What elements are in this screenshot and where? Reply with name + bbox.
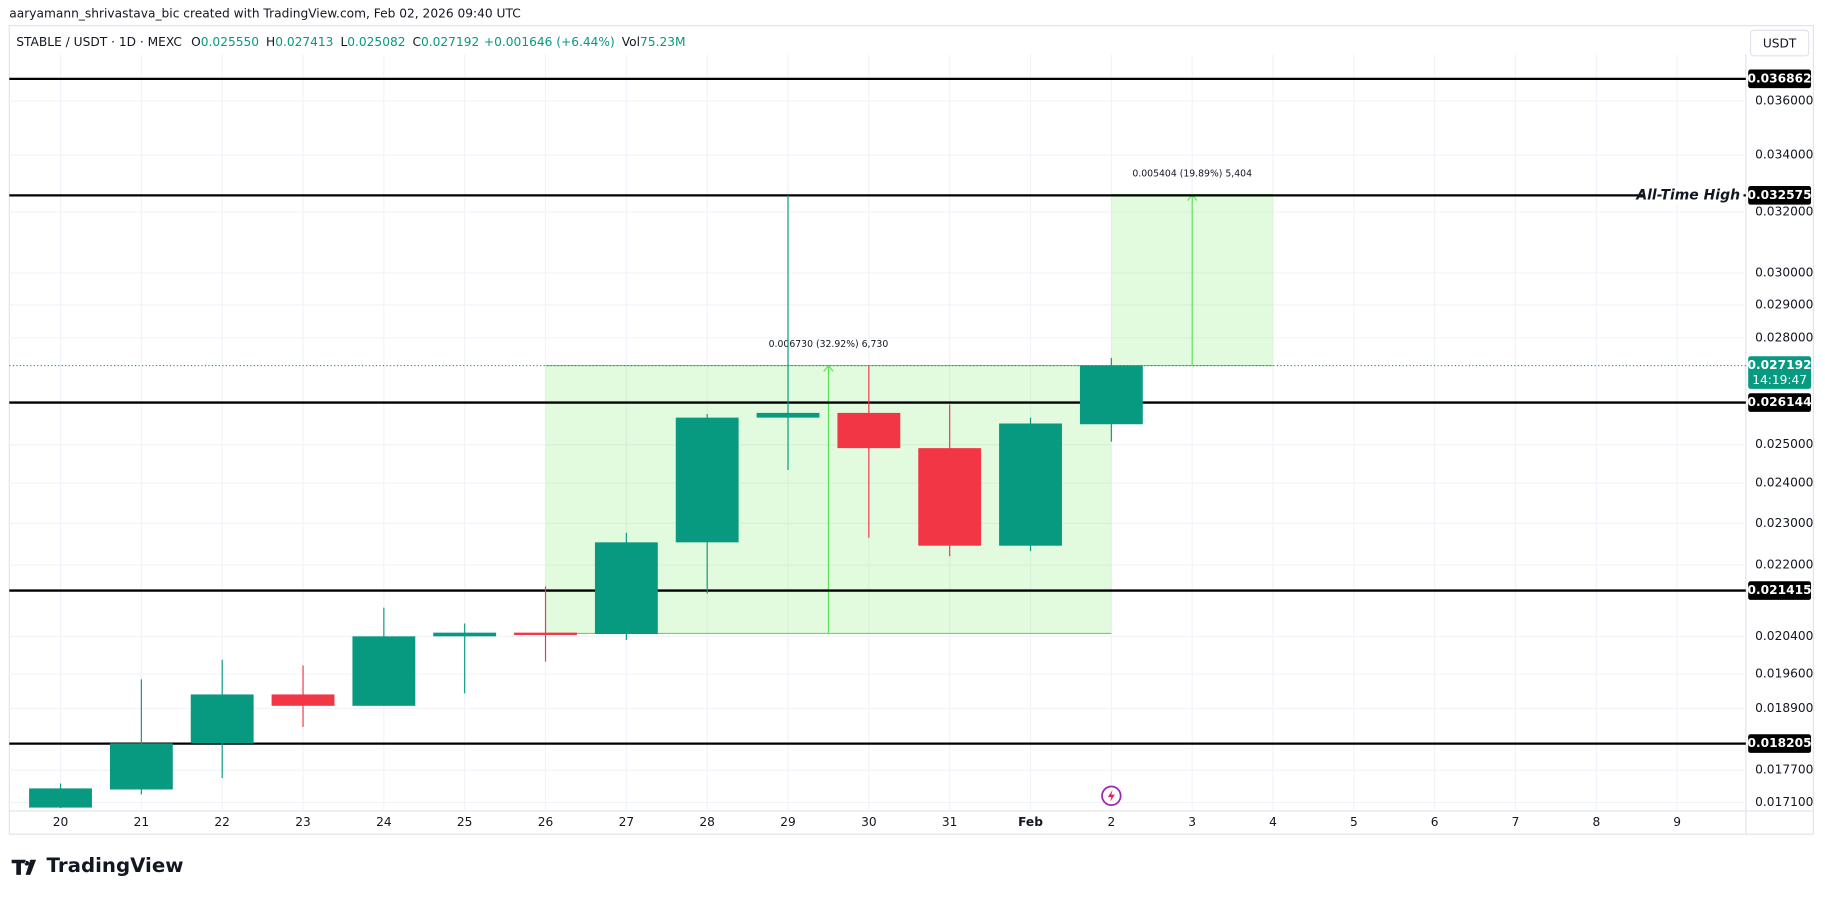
x-tick-label: 23: [295, 815, 311, 829]
currency-button[interactable]: [1749, 29, 1810, 57]
y-tick-label: 0.036000: [1755, 94, 1813, 108]
ohlc-value: 0.027413: [275, 34, 333, 48]
brand-name: TradingView: [47, 854, 184, 877]
ohlc-label: C: [412, 34, 421, 48]
x-tick-label: 31: [942, 815, 958, 829]
event-icon-bolt: [1107, 789, 1115, 802]
y-tick-label: 0.022000: [1755, 558, 1813, 572]
level-tag: [1748, 69, 1812, 89]
level-tag-label: 0.026144: [1748, 395, 1812, 409]
ohlc-value: 0.027192: [421, 34, 479, 48]
candle-body: [594, 542, 658, 635]
y-tick-label: 0.030000: [1755, 265, 1813, 279]
pane-border: [8, 25, 1814, 835]
level-note-bg: [1643, 186, 1744, 205]
level-note: All-Time High: [1635, 187, 1740, 203]
level-tag-label: 0.036862: [1748, 71, 1812, 85]
y-tick-label: 0.019600: [1755, 667, 1813, 681]
volume-label: Vol: [622, 34, 640, 48]
candle-body: [352, 636, 416, 706]
range-label: 0.006730 (32.92%) 6,730: [769, 339, 889, 350]
current-price-tag: [1748, 356, 1812, 389]
x-tick-label: 24: [376, 815, 392, 829]
level-tag-label: 0.032575: [1748, 188, 1812, 202]
x-tick-label: 4: [1269, 815, 1277, 829]
symbol-legend: STABLE / USDT · 1D · MEXC O0.025550 H0.027…: [16, 34, 685, 48]
y-tick-label: 0.032000: [1755, 205, 1813, 219]
candle-body: [918, 448, 982, 546]
x-tick-label: 5: [1350, 815, 1358, 829]
level-tag-label: 0.018205: [1748, 736, 1812, 750]
ohlc-label: H: [266, 34, 275, 48]
range-label: 0.005404 (19.89%) 5,404: [1132, 168, 1252, 179]
ohlc-label: O: [191, 34, 201, 48]
candle-body: [271, 694, 335, 706]
y-tick-label: 0.018900: [1755, 701, 1813, 715]
ohlc-label: L: [340, 34, 347, 48]
brand-logo: [11, 859, 37, 875]
level-tag: [1748, 734, 1812, 753]
range-arrowhead: [823, 364, 834, 372]
level-tag: [1748, 581, 1812, 600]
x-tick-label: 6: [1431, 815, 1439, 829]
candle-body: [29, 788, 92, 808]
y-tick-label: 0.029000: [1755, 297, 1813, 311]
candle-body: [190, 694, 254, 744]
candle-body: [514, 632, 577, 635]
y-tick-label: 0.023000: [1755, 516, 1813, 530]
level-tag: [1748, 393, 1812, 412]
x-tick-label: 2: [1107, 815, 1115, 829]
x-tick-label: 30: [861, 815, 877, 829]
x-tick-label: Feb: [1018, 815, 1043, 829]
ohlc-value: 0.025082: [347, 34, 405, 48]
symbol: STABLE / USDT · 1D · MEXC: [16, 34, 182, 48]
x-tick-label: 26: [538, 815, 554, 829]
change: +0.001646 (+6.44%): [484, 34, 615, 48]
y-tick-label: 0.028000: [1755, 330, 1813, 344]
y-tick-label: 0.020400: [1755, 629, 1813, 643]
currency-label[interactable]: USDT: [1763, 37, 1797, 51]
candle-body: [109, 743, 173, 790]
countdown: 14:19:47: [1752, 373, 1807, 387]
x-tick-label: 28: [699, 815, 715, 829]
candle-body: [433, 632, 497, 637]
author-line: aaryamann_shrivastava_bic created with T…: [9, 6, 520, 20]
x-tick-label: 22: [214, 815, 230, 829]
level-tag-label: 0.021415: [1748, 583, 1812, 597]
x-tick-label: 25: [457, 815, 473, 829]
current-price-label: 0.027192: [1748, 358, 1812, 372]
x-tick-label: 7: [1512, 815, 1520, 829]
y-tick-label: 0.025000: [1755, 437, 1813, 451]
y-tick-label: 0.017700: [1755, 763, 1813, 777]
x-tick-label: 27: [619, 815, 635, 829]
ohlc-value: 0.025550: [201, 34, 259, 48]
candle-body: [756, 412, 820, 418]
x-tick-label: 8: [1592, 815, 1600, 829]
candle-body: [675, 417, 739, 543]
level-tag: [1748, 186, 1812, 205]
x-tick-label: 9: [1673, 815, 1681, 829]
candle-body: [1079, 365, 1143, 425]
x-tick-label: 3: [1188, 815, 1196, 829]
x-tick-label: 29: [780, 815, 796, 829]
y-tick-label: 0.024000: [1755, 476, 1813, 490]
volume-value: 75.23M: [640, 34, 685, 48]
x-tick-label: 20: [53, 815, 69, 829]
y-tick-label: 0.034000: [1755, 148, 1813, 162]
candle-body: [999, 423, 1062, 546]
candle-body: [837, 412, 901, 449]
x-tick-label: 21: [134, 815, 150, 829]
y-tick-label: 0.017100: [1755, 795, 1813, 809]
